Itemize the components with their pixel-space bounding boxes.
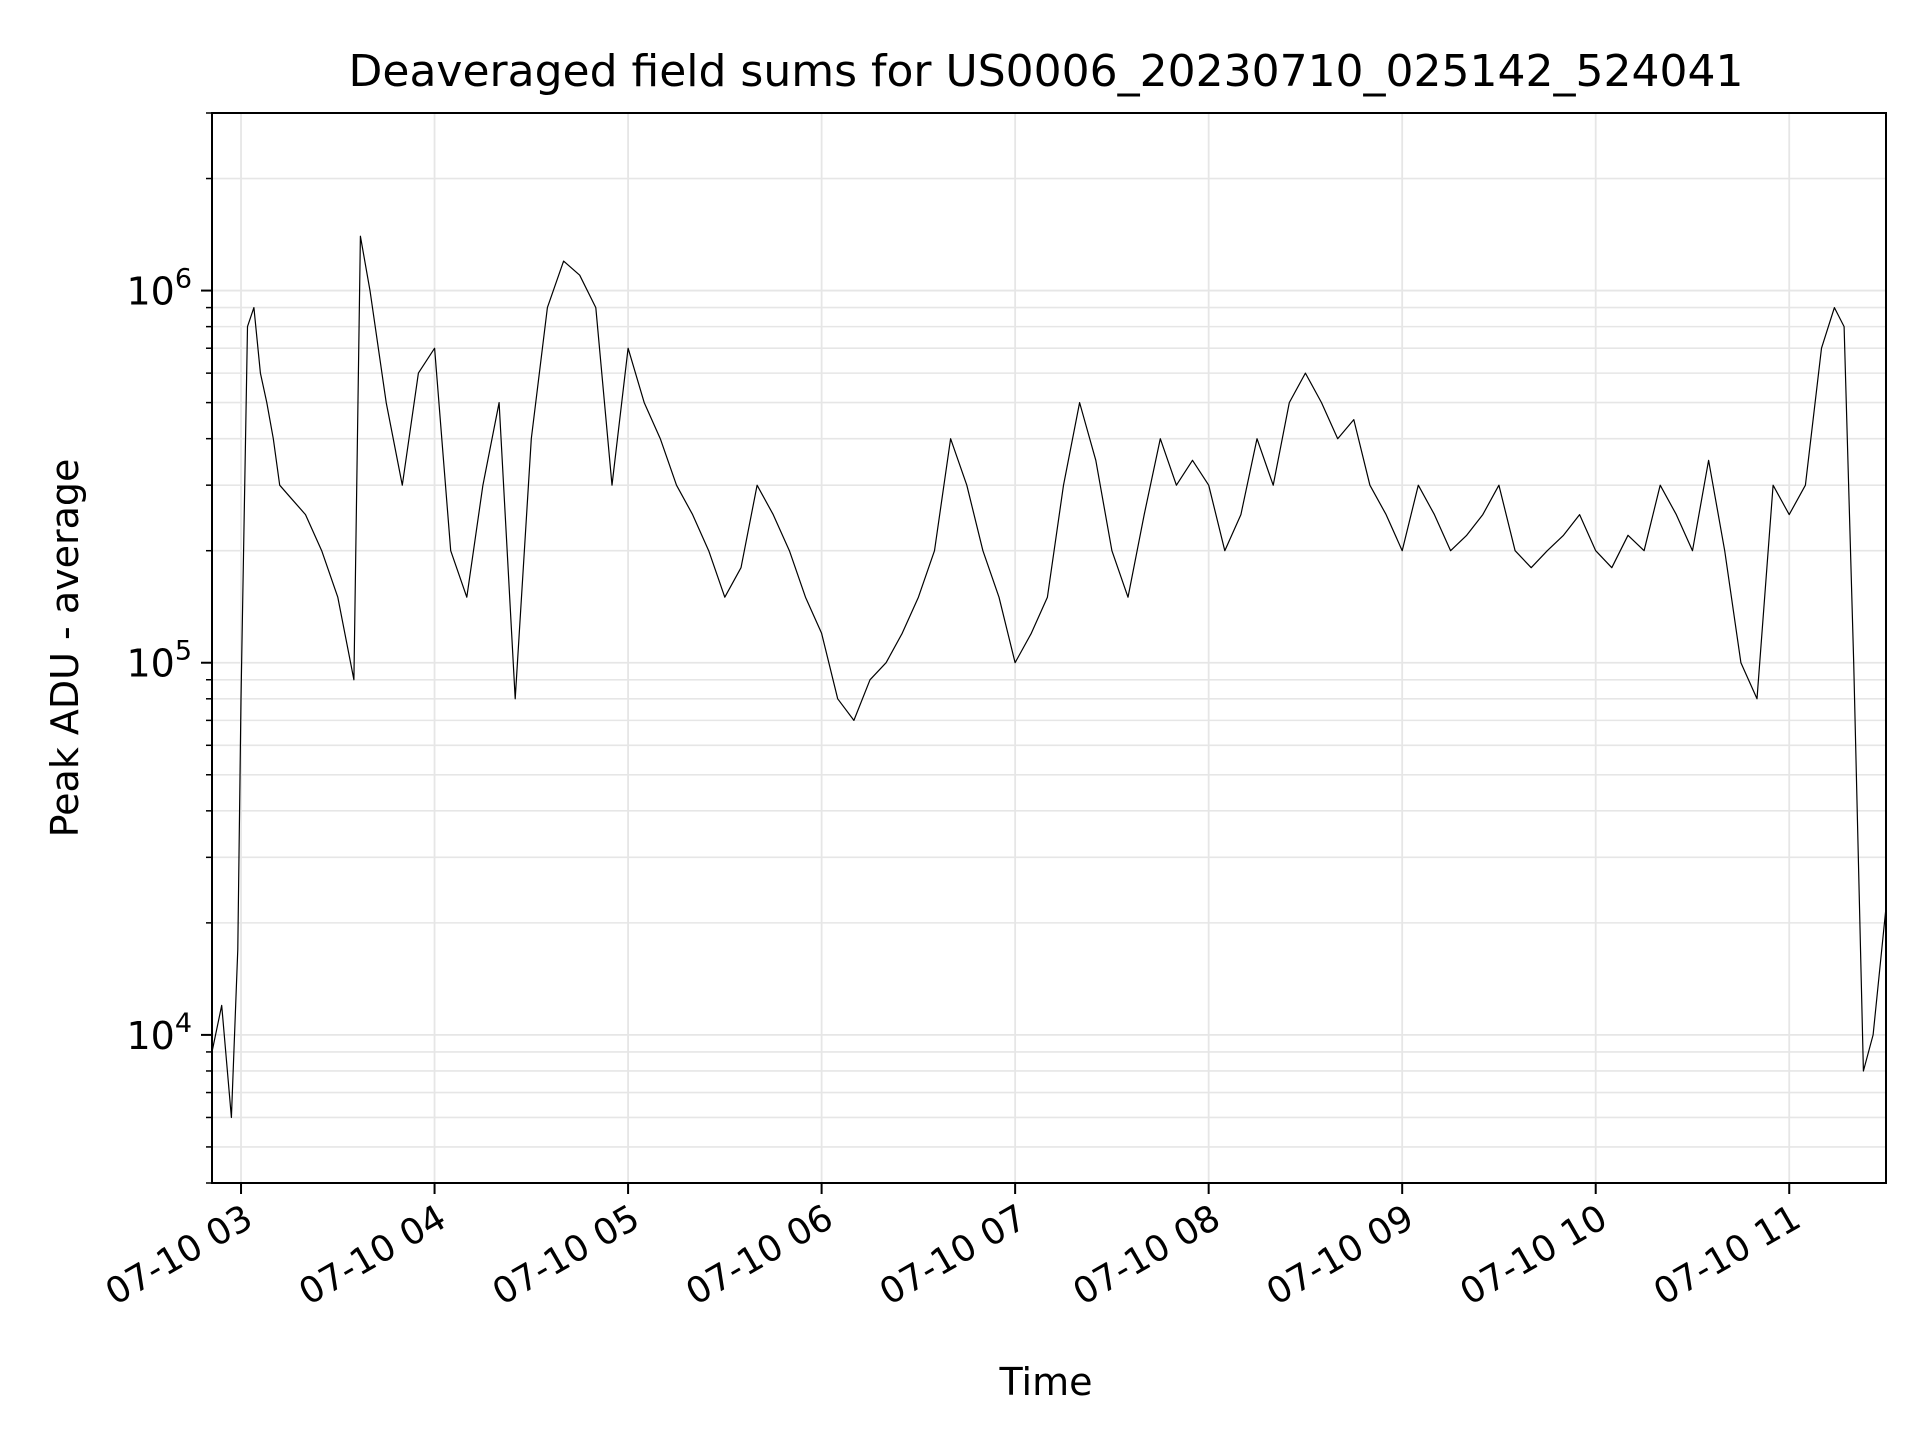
y-tick-label-exponent: 6 <box>175 264 192 295</box>
chart-title: Deaveraged field sums for US0006_2023071… <box>349 46 1744 97</box>
y-tick-label: 106 <box>126 264 192 314</box>
x-axis-label: Time <box>999 1360 1093 1404</box>
series-line <box>211 235 1887 1119</box>
plot-area <box>211 235 1887 1119</box>
y-tick-label: 104 <box>126 1008 192 1058</box>
plot-frame <box>211 112 1887 1184</box>
y-tick-label: 105 <box>126 636 192 686</box>
y-tick-label-base: 10 <box>126 642 174 686</box>
y-tick-label-exponent: 5 <box>175 636 192 667</box>
y-tick-label-base: 10 <box>126 1014 174 1058</box>
y-tick-label-base: 10 <box>126 270 174 314</box>
y-axis-label: Peak ADU - average <box>43 459 87 838</box>
grid-lines <box>212 112 1886 1184</box>
y-tick-label-exponent: 4 <box>175 1008 192 1039</box>
